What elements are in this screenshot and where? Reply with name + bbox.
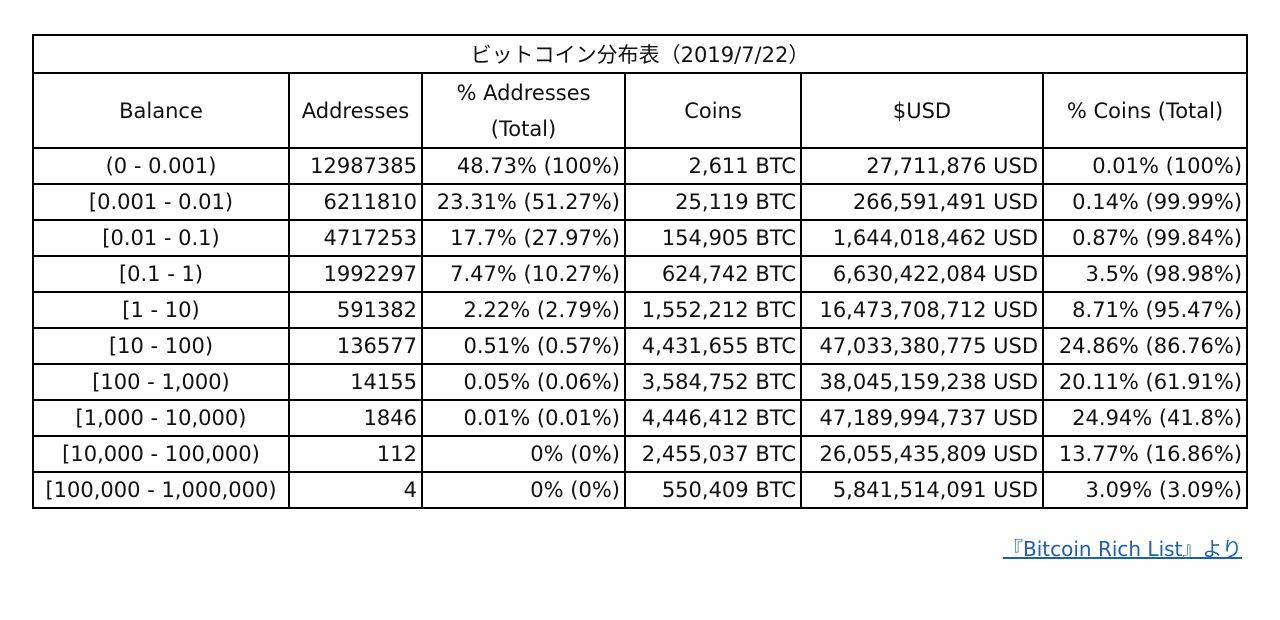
cell-addresses: 6211810 [288, 183, 423, 221]
cell-addresses: 4 [288, 471, 423, 509]
cell-balance: (0 - 0.001) [32, 147, 290, 185]
cell-percent-coins: 13.77% (16.86%) [1041, 435, 1249, 473]
cell-percent-coins: 8.71% (95.47%) [1041, 291, 1249, 329]
cell-percent-coins: 0.87% (99.84%) [1041, 219, 1249, 257]
header-percent-coins: % Coins (Total) [1041, 72, 1249, 149]
cell-percent-coins: 24.94% (41.8%) [1041, 399, 1249, 437]
cell-usd: 27,711,876 USD [800, 147, 1044, 185]
cell-percent-addresses: 2.22% (2.79%) [421, 291, 626, 329]
cell-usd: 47,189,994,737 USD [800, 399, 1044, 437]
table-row: [1,000 - 10,000) 1846 0.01% (0.01%) 4,446,4… [32, 399, 1249, 437]
cell-percent-addresses: 0.51% (0.57%) [421, 327, 626, 365]
cell-coins: 25,119 BTC [624, 183, 802, 221]
cell-usd: 16,473,708,712 USD [800, 291, 1044, 329]
cell-percent-addresses: 0.01% (0.01%) [421, 399, 626, 437]
table-row: [100,000 - 1,000,000) 4 0% (0%) 550,409 BTC… [32, 471, 1249, 509]
cell-coins: 550,409 BTC [624, 471, 802, 509]
header-addresses: Addresses [288, 72, 423, 149]
cell-usd: 1,644,018,462 USD [800, 219, 1044, 257]
header-usd: $USD [800, 72, 1044, 149]
cell-balance: [10 - 100) [32, 327, 290, 365]
cell-balance: [1,000 - 10,000) [32, 399, 290, 437]
table-row: [0.01 - 0.1) 4717253 17.7% (27.97%) 154,905… [32, 219, 1249, 257]
cell-coins: 4,446,412 BTC [624, 399, 802, 437]
cell-addresses: 112 [288, 435, 423, 473]
cell-balance: [0.001 - 0.01) [32, 183, 290, 221]
cell-usd: 26,055,435,809 USD [800, 435, 1044, 473]
cell-addresses: 14155 [288, 363, 423, 401]
cell-percent-coins: 0.14% (99.99%) [1041, 183, 1249, 221]
cell-coins: 2,455,037 BTC [624, 435, 802, 473]
cell-addresses: 136577 [288, 327, 423, 365]
bitcoin-distribution-table: ビットコイン分布表（2019/7/22） Balance Addresses %… [31, 34, 1249, 509]
table-row: [0.001 - 0.01) 6211810 23.31% (51.27%) 25,1… [32, 183, 1249, 221]
cell-coins: 4,431,655 BTC [624, 327, 802, 365]
source-link[interactable]: 『Bitcoin Rich List』より [1003, 537, 1242, 561]
cell-addresses: 1992297 [288, 255, 423, 293]
title-row: ビットコイン分布表（2019/7/22） [31, 34, 1249, 74]
cell-percent-addresses: 23.31% (51.27%) [421, 183, 626, 221]
cell-percent-coins: 20.11% (61.91%) [1041, 363, 1249, 401]
header-balance: Balance [32, 72, 290, 149]
cell-percent-addresses: 7.47% (10.27%) [421, 255, 626, 293]
distribution-table-container: ビットコイン分布表（2019/7/22） Balance Addresses %… [31, 34, 1249, 509]
cell-coins: 154,905 BTC [624, 219, 802, 257]
cell-usd: 47,033,380,775 USD [800, 327, 1044, 365]
cell-addresses: 1846 [288, 399, 423, 437]
cell-percent-coins: 0.01% (100%) [1041, 147, 1249, 185]
cell-coins: 624,742 BTC [624, 255, 802, 293]
cell-balance: [1 - 10) [32, 291, 290, 329]
cell-usd: 266,591,491 USD [800, 183, 1044, 221]
cell-coins: 2,611 BTC [624, 147, 802, 185]
cell-percent-addresses: 0.05% (0.06%) [421, 363, 626, 401]
cell-balance: [10,000 - 100,000) [32, 435, 290, 473]
table-row: [100 - 1,000) 14155 0.05% (0.06%) 3,584,752… [32, 363, 1249, 401]
table-body: (0 - 0.001) 12987385 48.73% (100%) 2,611 BT… [32, 147, 1249, 509]
cell-balance: [100,000 - 1,000,000) [32, 471, 290, 509]
table-row: [10,000 - 100,000) 112 0% (0%) 2,455,037 BT… [32, 435, 1249, 473]
table-row: [0.1 - 1) 1992297 7.47% (10.27%) 624,742 BT… [32, 255, 1249, 293]
cell-usd: 38,045,159,238 USD [800, 363, 1044, 401]
header-coins: Coins [624, 72, 802, 149]
cell-addresses: 591382 [288, 291, 423, 329]
cell-balance: [0.01 - 0.1) [32, 219, 290, 257]
cell-addresses: 4717253 [288, 219, 423, 257]
table-row: [10 - 100) 136577 0.51% (0.57%) 4,431,655 B… [32, 327, 1249, 365]
cell-percent-coins: 3.5% (98.98%) [1041, 255, 1249, 293]
table-row: (0 - 0.001) 12987385 48.73% (100%) 2,611 BT… [32, 147, 1249, 185]
cell-percent-addresses: 48.73% (100%) [421, 147, 626, 185]
cell-percent-coins: 3.09% (3.09%) [1041, 471, 1249, 509]
header-percent-addresses: % Addresses (Total) [421, 72, 626, 149]
table-title: ビットコイン分布表（2019/7/22） [31, 34, 1249, 74]
cell-coins: 1,552,212 BTC [624, 291, 802, 329]
cell-percent-addresses: 0% (0%) [421, 471, 626, 509]
cell-usd: 6,630,422,084 USD [800, 255, 1044, 293]
cell-balance: [100 - 1,000) [32, 363, 290, 401]
cell-percent-coins: 24.86% (86.76%) [1041, 327, 1249, 365]
cell-coins: 3,584,752 BTC [624, 363, 802, 401]
header-row: Balance Addresses % Addresses (Total) Co… [32, 72, 1249, 149]
cell-addresses: 12987385 [288, 147, 423, 185]
cell-usd: 5,841,514,091 USD [800, 471, 1044, 509]
cell-percent-addresses: 0% (0%) [421, 435, 626, 473]
cell-balance: [0.1 - 1) [32, 255, 290, 293]
table-row: [1 - 10) 591382 2.22% (2.79%) 1,552,212 BTC… [32, 291, 1249, 329]
cell-percent-addresses: 17.7% (27.97%) [421, 219, 626, 257]
